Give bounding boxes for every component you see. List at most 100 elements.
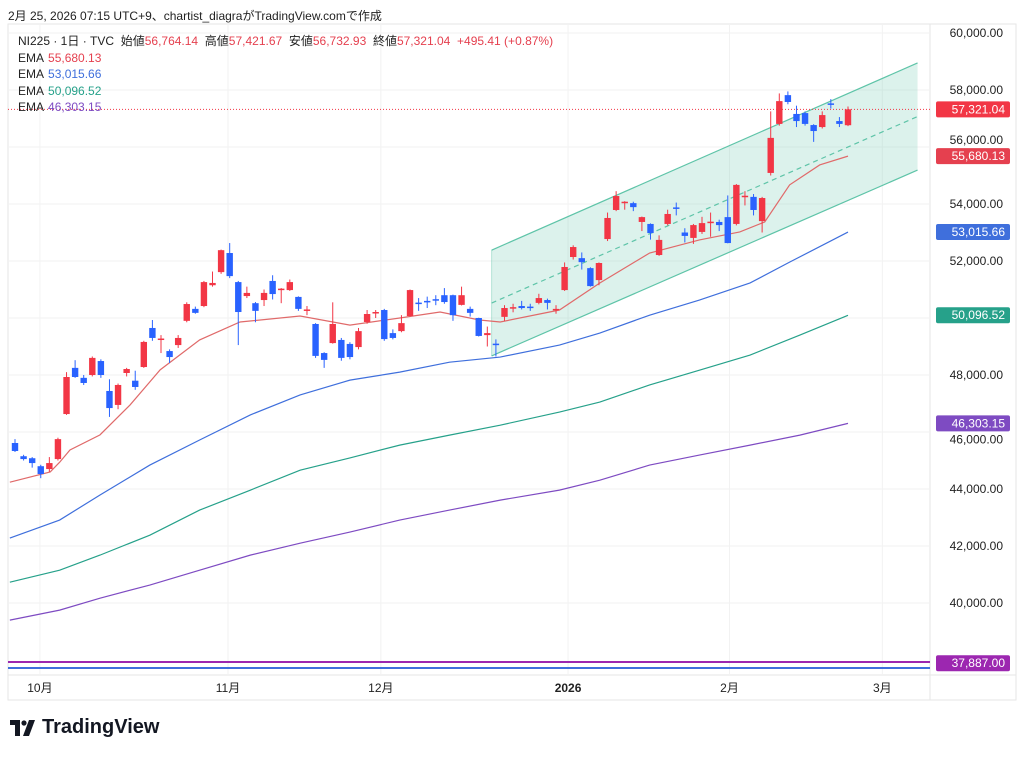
- candle-body: [235, 282, 242, 313]
- candle-body: [381, 310, 388, 340]
- candle-body: [372, 312, 379, 314]
- candle-body: [355, 331, 362, 348]
- candle: [252, 302, 259, 323]
- candle-body: [320, 353, 328, 360]
- ema-label: EMA: [18, 50, 45, 65]
- candle: [621, 201, 628, 210]
- candle-body: [801, 113, 809, 124]
- channel-mid-line: [491, 115, 918, 304]
- candle: [200, 280, 208, 308]
- candle: [484, 326, 491, 347]
- candle: [758, 196, 766, 233]
- candle-body: [28, 458, 36, 464]
- candle: [363, 310, 371, 324]
- candle-body: [647, 223, 654, 234]
- tradingview-logo[interactable]: TradingView: [10, 716, 159, 739]
- candle: [278, 288, 285, 304]
- candle-body: [226, 253, 233, 277]
- candle-body: [750, 196, 757, 210]
- candle-body: [595, 262, 603, 281]
- price-tag-bg: [936, 148, 1010, 165]
- ema-legend-row[interactable]: EMA 50,096.52: [18, 83, 553, 100]
- symbol-label[interactable]: NI225 · 1日 · TVC: [18, 34, 115, 48]
- candle-body: [132, 380, 139, 387]
- candle: [381, 308, 388, 341]
- candle-body: [278, 288, 285, 291]
- logo-text: TradingView: [42, 716, 160, 738]
- high-label: 高値: [204, 34, 229, 48]
- candle-body: [535, 298, 543, 303]
- candle: [673, 202, 680, 216]
- close-label: 終値: [372, 34, 397, 48]
- candle: [46, 457, 53, 472]
- time-axis-label: 12月: [368, 681, 393, 695]
- candle-body: [527, 306, 534, 309]
- candle-body: [389, 333, 397, 338]
- candle: [192, 306, 199, 314]
- ema-label: EMA: [18, 100, 45, 114]
- candle-body: [484, 333, 491, 336]
- candle: [320, 352, 328, 368]
- candle-body: [183, 304, 190, 321]
- candle-body: [673, 207, 680, 209]
- candle: [569, 245, 577, 260]
- price-axis-label: 58,000.00: [950, 83, 1004, 97]
- candle-body: [37, 466, 44, 475]
- candle-body: [449, 295, 457, 316]
- time-axis-label: 2026: [555, 681, 582, 695]
- price-tag-label: 53,015.66: [952, 225, 1006, 239]
- candle-body: [715, 221, 723, 226]
- price-tag: 37,887.00: [936, 655, 1010, 672]
- ema-legend-row[interactable]: EMA 46,303.15: [18, 99, 553, 116]
- candle: [664, 209, 671, 226]
- channel-lower-line: [491, 169, 918, 357]
- candle: [355, 327, 362, 350]
- candle-body: [621, 201, 628, 204]
- ema-legend-row[interactable]: EMA 53,015.66: [18, 66, 553, 83]
- candle: [776, 93, 783, 126]
- price-tag-label: 37,887.00: [952, 656, 1006, 670]
- candle: [312, 323, 319, 358]
- candle: [260, 289, 268, 307]
- candle-body: [561, 266, 568, 291]
- candle-body: [587, 268, 594, 287]
- candle-body: [707, 221, 714, 224]
- ema-legend-row[interactable]: EMA 55,680.13: [18, 50, 553, 67]
- candle: [114, 383, 122, 410]
- candle: [793, 105, 800, 128]
- candle: [398, 315, 405, 333]
- candle: [475, 317, 482, 337]
- candle-body: [295, 296, 302, 309]
- price-axis-label: 40,000.00: [950, 596, 1004, 610]
- low-value: 56,732.93: [312, 34, 367, 48]
- candle-body: [63, 376, 70, 415]
- candle: [733, 184, 740, 226]
- channel-upper-line: [491, 62, 918, 251]
- candle-body: [312, 323, 319, 356]
- candle-body: [698, 223, 706, 232]
- open-label: 始値: [120, 34, 145, 48]
- candle-body: [157, 338, 165, 341]
- candle-body: [243, 292, 251, 297]
- candle: [552, 305, 560, 314]
- candle: [97, 359, 105, 378]
- candle-body: [569, 247, 577, 258]
- candle-body: [424, 300, 431, 303]
- ema-label: EMA: [18, 83, 45, 98]
- candle: [432, 295, 439, 306]
- candle-body: [552, 308, 560, 311]
- candle: [415, 298, 422, 311]
- ema-label: EMA: [18, 67, 45, 81]
- candle: [106, 379, 113, 417]
- candle: [535, 293, 543, 305]
- candle-body: [217, 250, 225, 273]
- parallel-channel-fill: [491, 62, 918, 356]
- candle: [690, 223, 697, 244]
- price-tag-bg: [936, 307, 1010, 324]
- candle-body: [458, 295, 465, 305]
- candle: [724, 195, 731, 244]
- candle-body: [89, 357, 96, 375]
- price-axis-label: 48,000.00: [950, 368, 1004, 382]
- candle-body: [363, 314, 371, 322]
